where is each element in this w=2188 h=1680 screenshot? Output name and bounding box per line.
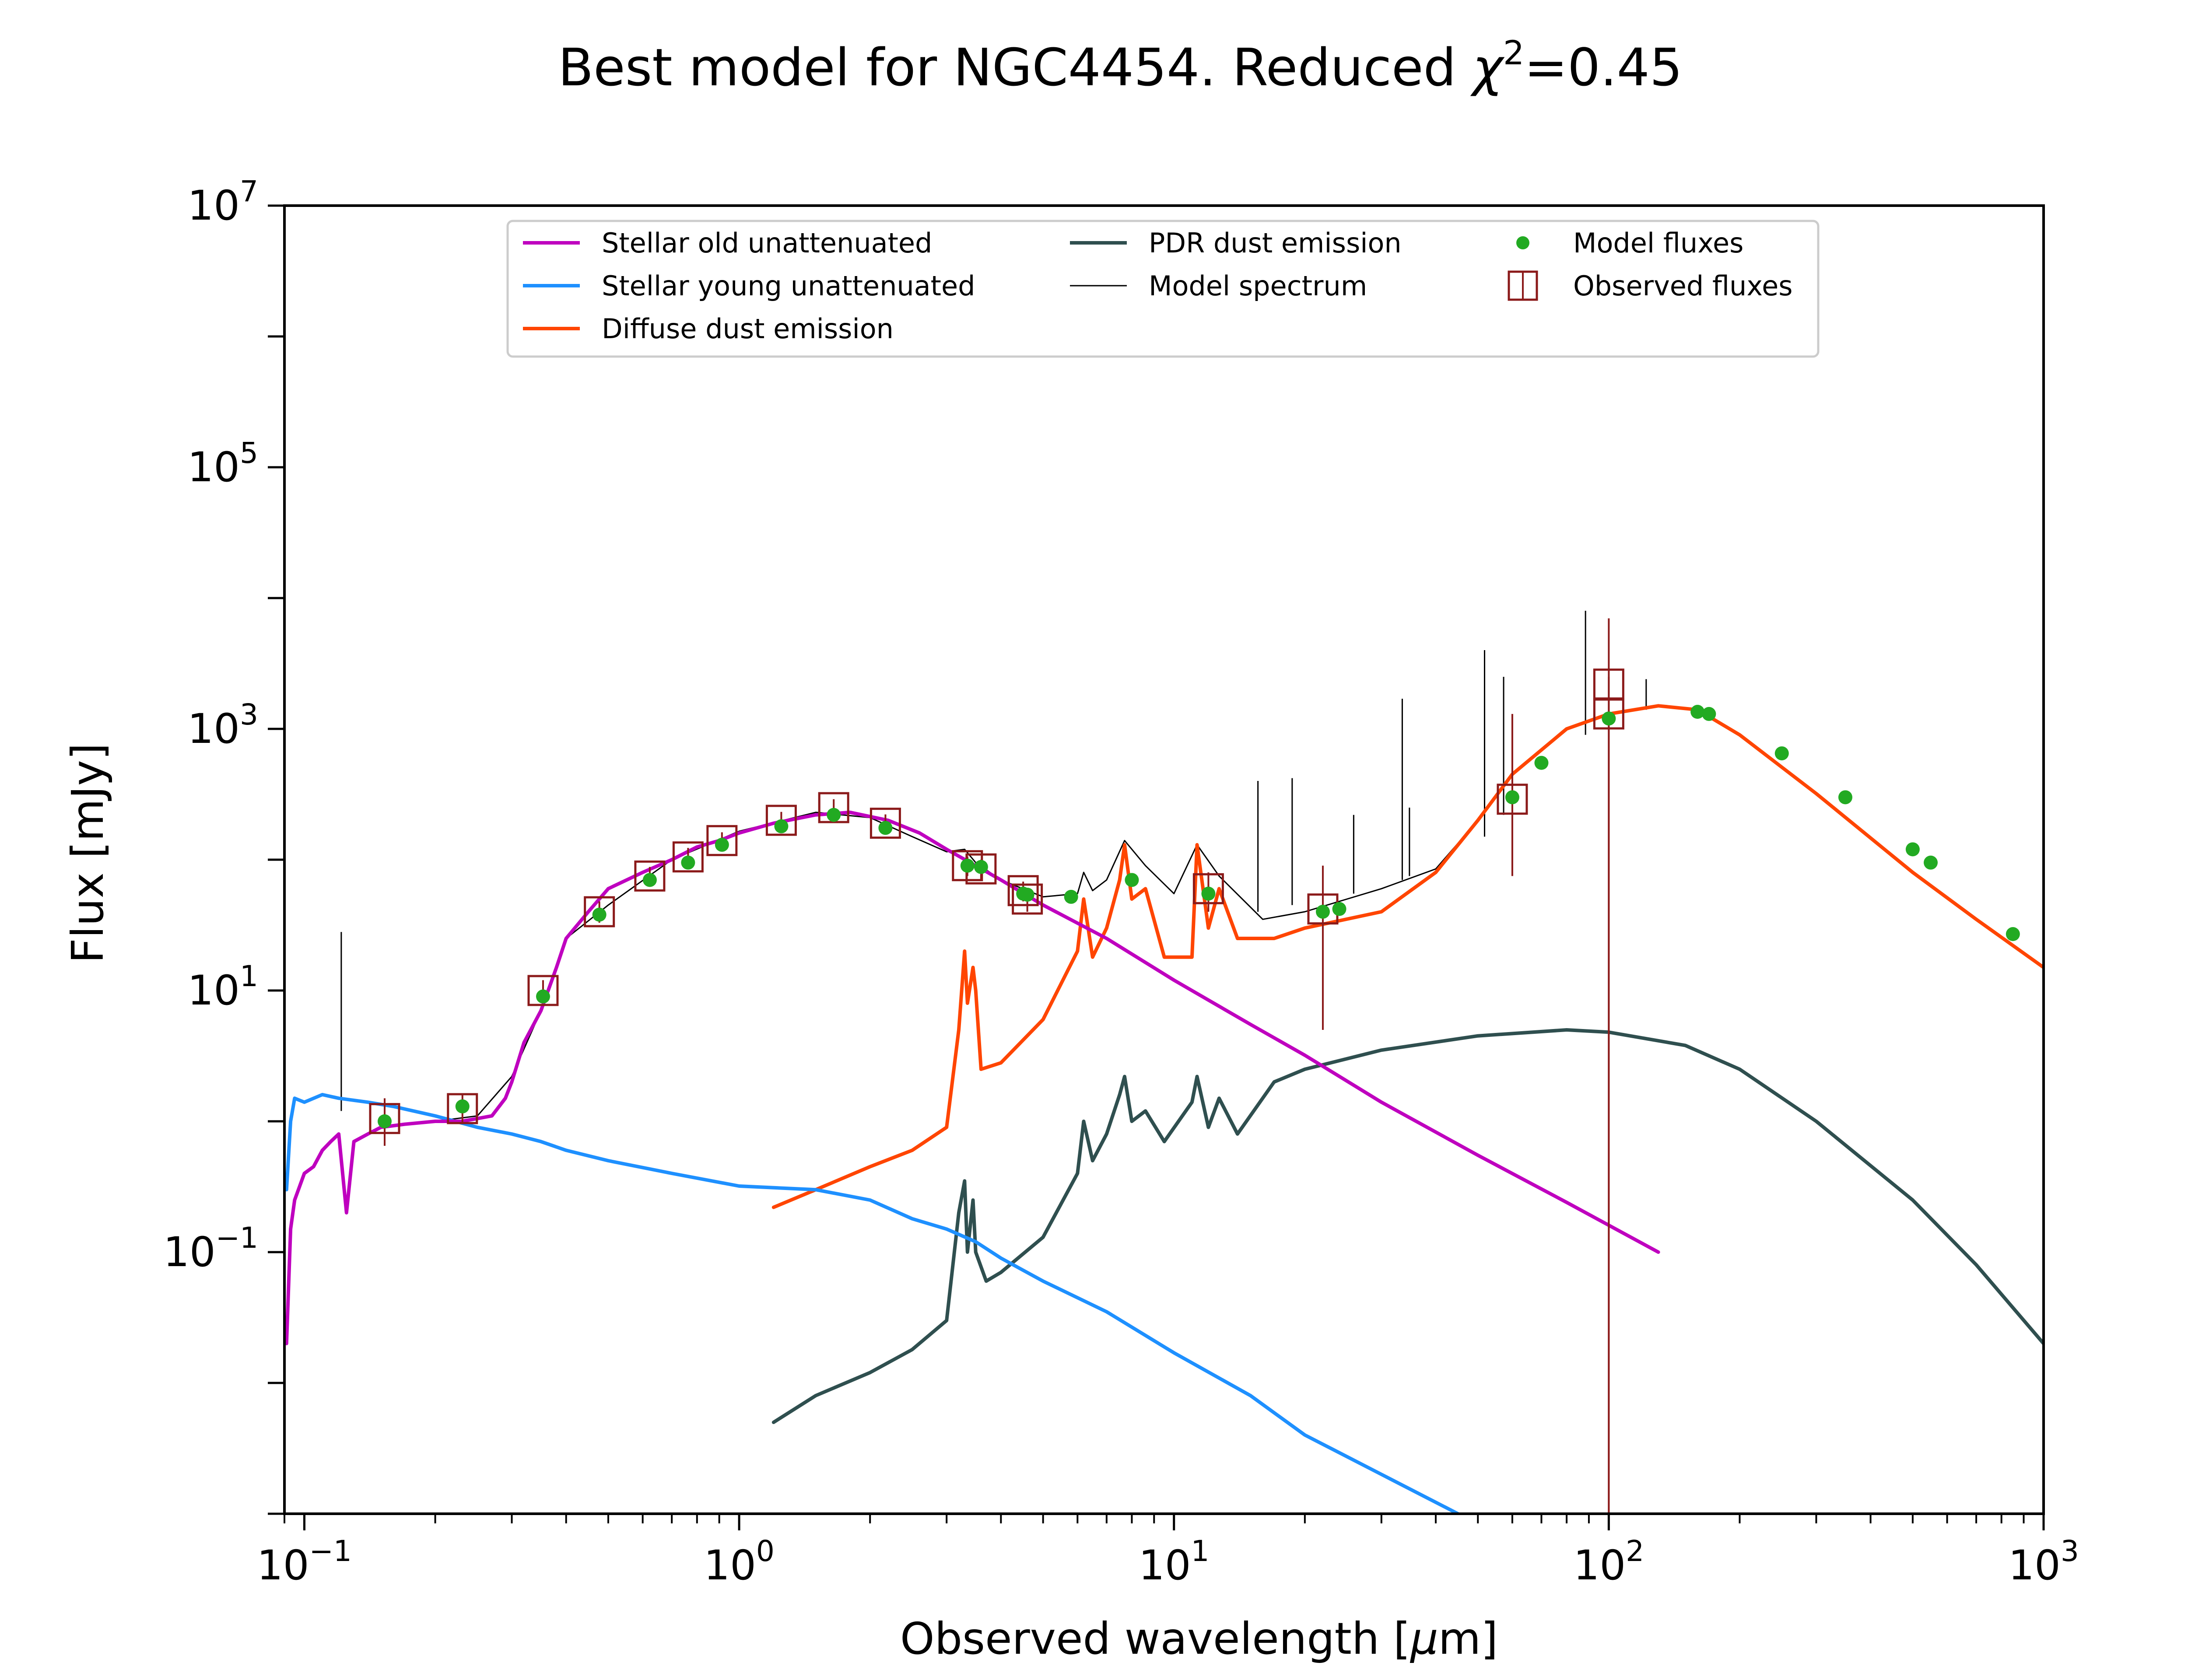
- observed-flux-marker-7: [765, 805, 797, 836]
- series-line-pdr-dust-emission: [771, 1028, 2044, 1424]
- y-tick-label-0: 10−1: [163, 1221, 258, 1276]
- legend-label: Stellar old unattenuated: [602, 227, 932, 259]
- model-flux-point-0: [377, 1114, 392, 1128]
- model-flux-point-5: [681, 855, 695, 870]
- model-flux-point-13: [1020, 888, 1034, 902]
- legend-label: PDR dust emission: [1149, 227, 1402, 259]
- legend-entry-observed-fluxes: Observed fluxes: [1508, 270, 1793, 302]
- observed-flux-marker-2: [527, 975, 559, 1006]
- model-flux-point-6: [715, 837, 729, 852]
- plot-area: [284, 610, 2044, 1514]
- model-flux-point-2: [536, 989, 550, 1004]
- model-flux-point-16: [1201, 886, 1216, 901]
- model-flux-point-23: [1702, 707, 1716, 721]
- y-tick-label-3: 105: [187, 436, 258, 491]
- y-tick-label-4: 107: [187, 175, 258, 230]
- legend-entry-pdr-dust-emission: PDR dust emission: [1070, 227, 1402, 259]
- x-axis-label: Observed wavelength [μm]: [900, 1613, 1498, 1664]
- x-tick-label-2: 101: [1139, 1534, 1210, 1589]
- legend-label: Model fluxes: [1573, 227, 1743, 259]
- x-tick-label-3: 102: [1574, 1534, 1645, 1589]
- model-flux-point-11: [974, 860, 988, 874]
- y-tick-label-2: 103: [187, 698, 258, 753]
- observed-flux-marker-5: [672, 841, 704, 873]
- model-flux-point-1: [455, 1099, 470, 1113]
- model-flux-point-26: [1905, 842, 1920, 857]
- model-flux-point-17: [1315, 904, 1330, 919]
- legend-swatch: [1516, 236, 1529, 249]
- chart-title: Best model for NGC4454. Reduced χ2=0.45: [558, 33, 1683, 98]
- observed-flux-marker-12: [1007, 875, 1039, 906]
- model-flux-point-14: [1064, 889, 1078, 904]
- y-tick-label-1: 101: [187, 959, 258, 1015]
- model-flux-point-4: [642, 873, 657, 887]
- x-tick-label-1: 100: [704, 1534, 775, 1589]
- legend-entry-model-fluxes: Model fluxes: [1516, 227, 1743, 259]
- model-flux-point-20: [1534, 756, 1549, 770]
- observed-flux-marker-8: [818, 792, 849, 823]
- legend-entry-diffuse-dust-emission: Diffuse dust emission: [523, 313, 894, 345]
- y-axis-label: Flux [mJy]: [62, 743, 113, 963]
- model-flux-point-28: [2006, 927, 2020, 942]
- legend-entry-model-spectrum: Model spectrum: [1070, 270, 1367, 302]
- observed-flux-marker-16: [1497, 784, 1528, 815]
- observed-flux-marker-6: [706, 825, 738, 856]
- observed-flux-marker-18: [1593, 698, 1624, 730]
- markers-layer: [369, 618, 2020, 1514]
- ticks-layer: 10−1 100 101 102 103 10−1 101 103 105 107: [163, 175, 2079, 1589]
- x-tick-label-4: 103: [2008, 1534, 2079, 1589]
- legend-entry-stellar-young-unattenuated: Stellar young unattenuated: [523, 270, 975, 302]
- model-flux-point-24: [1774, 746, 1789, 760]
- legend-box: [506, 220, 1820, 358]
- model-flux-point-3: [592, 907, 607, 922]
- observed-flux-marker-13: [1012, 883, 1043, 915]
- model-flux-point-21: [1602, 711, 1616, 726]
- series-line-diffuse-dust-emission: [771, 704, 2044, 1209]
- legend-label: Stellar young unattenuated: [602, 270, 975, 302]
- legend-entry-stellar-old-unattenuated: Stellar old unattenuated: [523, 227, 932, 259]
- observed-flux-marker-4: [634, 860, 666, 892]
- series-line-stellar-old-unattenuated: [284, 810, 1660, 1345]
- legend: Stellar old unattenuated Stellar young un…: [506, 220, 1820, 358]
- model-flux-point-9: [878, 821, 893, 835]
- legend-label: Diffuse dust emission: [602, 313, 894, 345]
- model-flux-point-15: [1125, 873, 1139, 887]
- observed-flux-marker-9: [870, 808, 901, 839]
- model-flux-point-22: [1690, 705, 1705, 719]
- model-flux-point-8: [827, 808, 841, 822]
- model-flux-point-27: [1924, 855, 1938, 870]
- series-line-stellar-young-unattenuated: [284, 1093, 1460, 1514]
- legend-label: Model spectrum: [1149, 270, 1367, 302]
- model-flux-point-7: [774, 819, 789, 833]
- model-flux-point-25: [1838, 790, 1852, 805]
- model-flux-point-10: [960, 858, 975, 873]
- x-tick-label-0: 10−1: [257, 1534, 352, 1589]
- model-flux-point-18: [1332, 902, 1346, 916]
- observed-flux-marker-14: [1192, 873, 1224, 904]
- legend-label: Observed fluxes: [1573, 270, 1793, 302]
- observed-flux-marker-0: [369, 1103, 400, 1134]
- observed-flux-marker-3: [584, 896, 615, 928]
- observed-flux-marker-1: [447, 1093, 478, 1124]
- model-flux-point-19: [1505, 790, 1519, 805]
